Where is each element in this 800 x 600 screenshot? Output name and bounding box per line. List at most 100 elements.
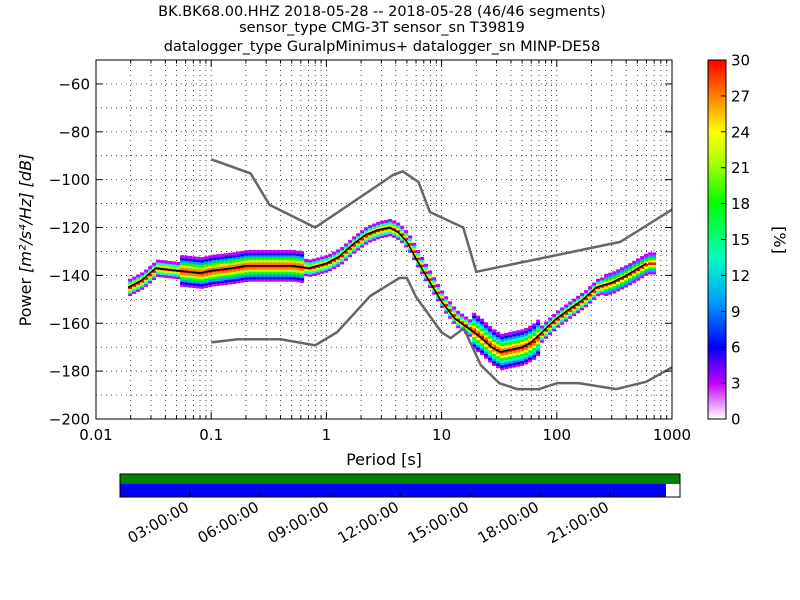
heatmap-cell — [184, 267, 189, 271]
heatmap-cell — [284, 273, 289, 277]
heatmap-cell — [368, 237, 373, 241]
heatmap-cell — [236, 273, 241, 277]
heatmap-cell — [520, 334, 525, 338]
heatmap-cell — [376, 233, 381, 237]
heatmap-cell — [228, 264, 233, 268]
heatmap-cell — [372, 233, 377, 237]
heatmap-cell — [472, 343, 477, 347]
heatmap-cell — [212, 283, 217, 287]
heatmap-cell — [276, 273, 281, 277]
heatmap-cell — [624, 267, 629, 271]
heatmap-cell — [140, 286, 145, 290]
heatmap-cell — [148, 280, 153, 284]
heatmap-cell — [424, 263, 429, 267]
heatmap-cell — [628, 267, 633, 271]
heatmap-cell — [492, 334, 497, 338]
heatmap-cell — [516, 358, 521, 362]
heatmap-cell — [336, 251, 341, 255]
heatmap-cell — [644, 260, 649, 264]
heatmap-cell — [604, 288, 609, 292]
heatmap-cell — [504, 361, 509, 365]
heatmap-cell — [596, 281, 601, 285]
heatmap-cell — [548, 331, 553, 335]
heatmap-cell — [604, 273, 609, 277]
heatmap-cell — [200, 261, 205, 265]
heatmap-cell — [156, 264, 161, 268]
heatmap-cell — [332, 251, 337, 255]
heatmap-cell — [604, 276, 609, 280]
heatmap-cell — [344, 257, 349, 261]
heatmap-cell — [192, 280, 197, 284]
heatmap-cell — [396, 227, 401, 231]
heatmap-cell — [544, 321, 549, 325]
heatmap-cell — [624, 274, 629, 278]
heatmap-cell — [472, 334, 477, 338]
heatmap-cell — [472, 319, 477, 323]
heatmap-cell — [600, 277, 605, 281]
heatmap-cell — [476, 318, 481, 322]
heatmap-cell — [496, 362, 501, 366]
y-tick-label: −180 — [49, 363, 90, 381]
heatmap-cell — [256, 249, 261, 253]
heatmap-cell — [356, 240, 361, 244]
heatmap-cell — [560, 316, 565, 320]
heatmap-cell — [228, 252, 233, 256]
heatmap-cell — [236, 251, 241, 255]
heatmap-cell — [304, 273, 309, 277]
colorbar-tick-label: 15 — [731, 231, 750, 249]
heatmap-cell — [360, 239, 365, 243]
heatmap-cell — [352, 245, 357, 249]
heatmap-cell — [232, 273, 237, 277]
data-coverage-bar — [120, 474, 680, 484]
heatmap-cell — [244, 276, 249, 280]
heatmap-cell — [552, 321, 557, 325]
heatmap-cell — [524, 351, 529, 355]
heatmap-cell — [200, 281, 205, 285]
heatmap-cell — [504, 351, 509, 355]
heatmap-cell — [192, 265, 197, 269]
heatmap-cell — [200, 266, 205, 270]
heatmap-cell — [400, 230, 405, 234]
heatmap-cell — [204, 275, 209, 279]
heatmap-cell — [520, 355, 525, 359]
heatmap-cell — [260, 249, 265, 253]
heatmap-cell — [180, 262, 185, 266]
heatmap-cell — [244, 271, 249, 275]
heatmap-cell — [508, 363, 513, 367]
heatmap-cell — [372, 235, 377, 239]
heatmap-cell — [272, 252, 277, 256]
heatmap-cell — [288, 269, 293, 273]
heatmap-cell — [272, 269, 277, 273]
heatmap-cell — [492, 358, 497, 362]
heatmap-cell — [512, 350, 517, 354]
heatmap-cell — [376, 221, 381, 225]
heatmap-cell — [576, 302, 581, 306]
heatmap-cell — [332, 265, 337, 269]
heatmap-cell — [136, 279, 141, 283]
heatmap-cell — [248, 252, 253, 256]
heatmap-cell — [228, 276, 233, 280]
heatmap-cell — [344, 250, 349, 254]
heatmap-cell — [476, 320, 481, 324]
heatmap-cell — [476, 344, 481, 348]
heatmap-cell — [408, 240, 413, 244]
heatmap-cell — [500, 336, 505, 340]
heatmap-cell — [408, 235, 413, 239]
heatmap-cell — [336, 249, 341, 253]
heatmap-cell — [468, 326, 473, 330]
heatmap-cell — [220, 253, 225, 257]
heatmap-cell — [136, 276, 141, 280]
heatmap-cell — [448, 306, 453, 310]
heatmap-cell — [584, 304, 589, 308]
heatmap-cell — [332, 256, 337, 260]
heatmap-cell — [248, 249, 253, 253]
heatmap-cell — [480, 333, 485, 337]
heatmap-cell — [292, 261, 297, 265]
heatmap-cell — [200, 278, 205, 282]
heatmap-cell — [576, 298, 581, 302]
heatmap-cell — [308, 259, 313, 263]
heatmap-cell — [252, 269, 257, 273]
heatmap-cell — [632, 270, 637, 274]
heatmap-cell — [464, 321, 469, 325]
heatmap-cell — [492, 350, 497, 354]
